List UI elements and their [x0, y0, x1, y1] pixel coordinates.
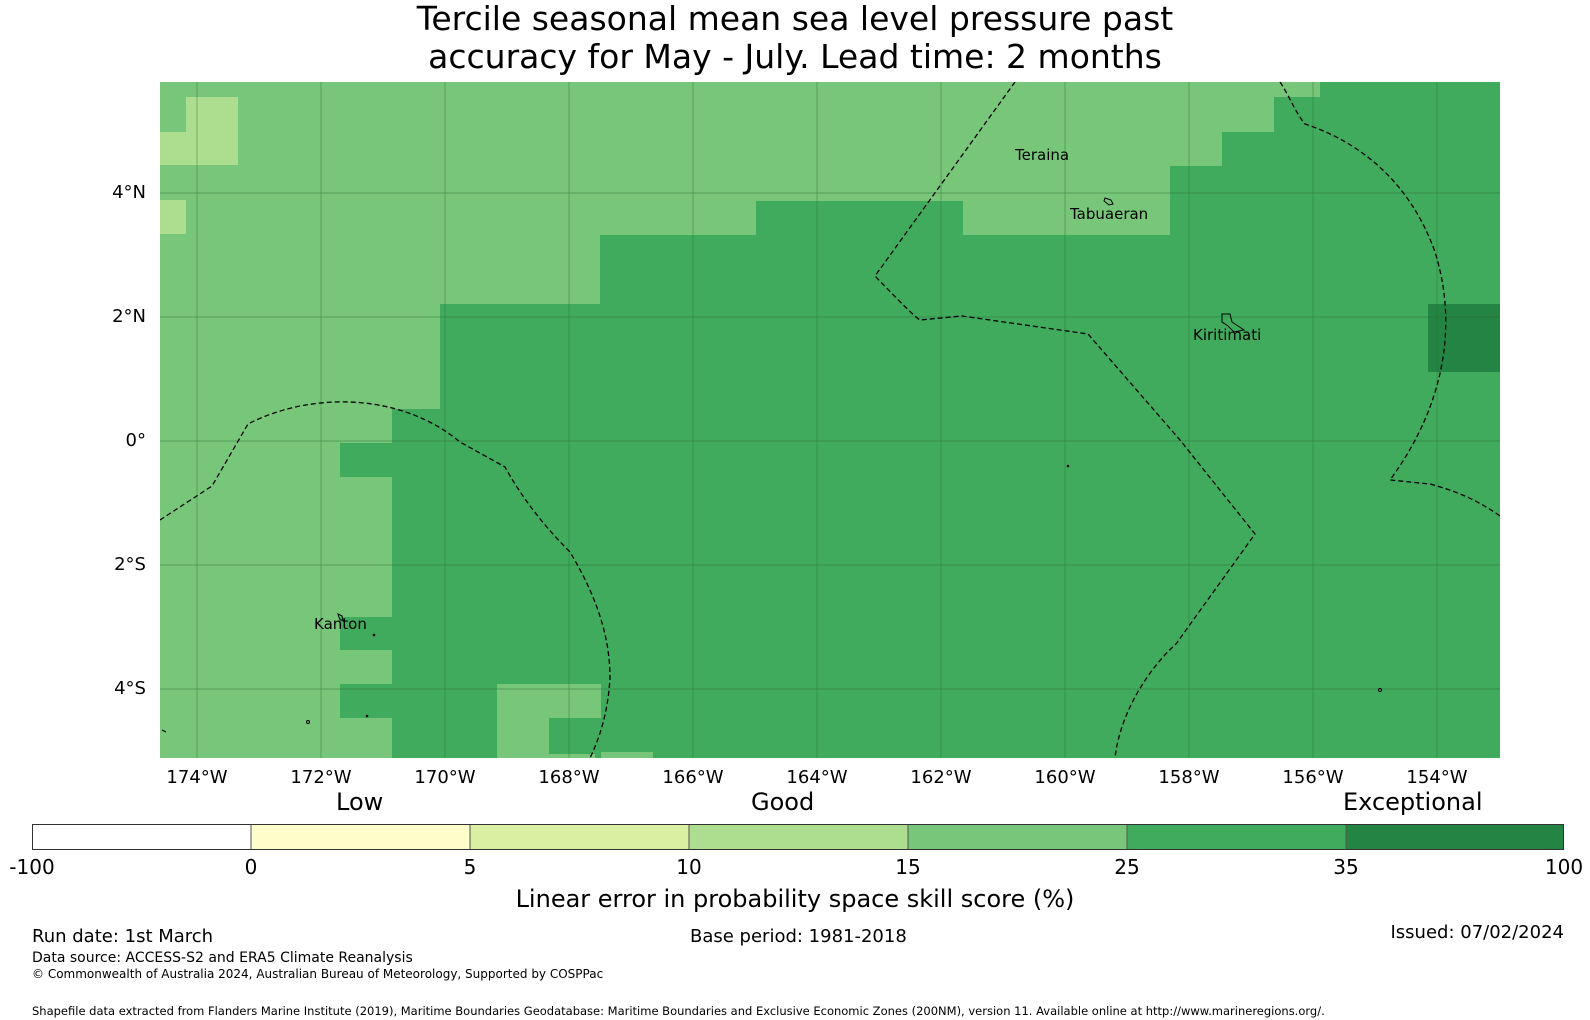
lat-label-0: 0°: [125, 430, 146, 451]
island-speck-4: [306, 720, 310, 724]
lon-label-154w: 154°W: [1406, 767, 1468, 788]
label-teraina: Teraina: [1014, 146, 1069, 164]
legend-level-good: Good: [751, 788, 815, 816]
lat-label-4n: 4°N: [112, 182, 146, 203]
lon-label-170w: 170°W: [414, 767, 476, 788]
colorbar-tick-35: 35: [1333, 855, 1359, 879]
colorbar: [32, 824, 1564, 850]
eez-boundary-line-islands-west: [874, 82, 1256, 758]
colorbar-tick-5: 5: [463, 855, 477, 879]
lon-label-158w: 158°W: [1158, 767, 1220, 788]
island-speck-3: [372, 633, 376, 637]
colorbar-seg-25-35: [1127, 824, 1346, 850]
colorbar-seg-5-10: [470, 824, 689, 850]
lon-label-156w: 156°W: [1282, 767, 1344, 788]
issued-date: Issued: 07/02/2024: [1390, 922, 1564, 943]
title-line-2: accuracy for May - July. Lead time: 2 mo…: [428, 37, 1162, 76]
island-speck-1: [1066, 464, 1070, 468]
island-speck-5: [365, 714, 369, 718]
map-title: Tercile seasonal mean sea level pressure…: [0, 0, 1590, 76]
colorbar-seg-neg100-0: [32, 824, 251, 850]
lat-label-4s: 4°S: [114, 678, 146, 699]
base-period: Base period: 1981-2018: [690, 926, 907, 947]
island-tabuaeran: [1103, 197, 1114, 206]
colorbar-seg-35-100: [1346, 824, 1564, 850]
lon-label-160w: 160°W: [1034, 767, 1096, 788]
shapefile-credit: Shapefile data extracted from Flanders M…: [32, 1004, 1325, 1018]
lon-label-172w: 172°W: [290, 767, 352, 788]
colorbar-tick-100: 100: [1544, 855, 1584, 879]
colorbar-seg-10-15: [689, 824, 908, 850]
lon-label-164w: 164°W: [786, 767, 848, 788]
label-tabuaeran: Tabuaeran: [1069, 205, 1148, 223]
cell-region-main: [340, 82, 1500, 758]
cell-patch-s2: [497, 718, 549, 758]
colorbar-tick-0: 0: [244, 855, 258, 879]
legend-level-exceptional: Exceptional: [1343, 788, 1483, 816]
lat-label-2s: 2°S: [114, 554, 146, 575]
colorbar-seg-0-5: [251, 824, 470, 850]
cell-light-nw: [186, 97, 238, 165]
colorbar-tick-10: 10: [676, 855, 702, 879]
colorbar-tick-15: 15: [895, 855, 921, 879]
cell-patch-s3: [601, 752, 653, 758]
island-kanton: [337, 613, 344, 621]
data-source: Data source: ACCESS-S2 and ERA5 Climate …: [32, 950, 413, 966]
skill-map: Teraina Tabuaeran Kiritimati Kanton: [160, 82, 1500, 758]
lon-label-174w: 174°W: [166, 767, 228, 788]
colorbar-tick-neg100: -100: [9, 855, 55, 879]
island-speck-6: [161, 729, 167, 733]
eez-boundary-line-islands-east: [1279, 82, 1500, 517]
colorbar-tick-25: 25: [1114, 855, 1140, 879]
legend-level-low: Low: [336, 788, 384, 816]
label-kanton: Kanton: [314, 615, 367, 633]
lon-label-166w: 166°W: [662, 767, 724, 788]
title-line-1: Tercile seasonal mean sea level pressure…: [416, 0, 1174, 38]
cell-light-w: [160, 200, 186, 234]
colorbar-seg-15-25: [908, 824, 1127, 850]
lon-label-162w: 162°W: [910, 767, 972, 788]
label-kiritimati: Kiritimati: [1193, 326, 1261, 344]
cell-patch-s: [497, 684, 601, 718]
island-kiritimati: [1221, 313, 1246, 333]
eez-boundary-kanton: [160, 401, 611, 758]
run-date: Run date: 1st March: [32, 926, 214, 947]
cell-dark-e: [1428, 304, 1500, 372]
colorbar-label: Linear error in probability space skill …: [515, 885, 1075, 913]
copyright: © Commonwealth of Australia 2024, Austra…: [32, 967, 604, 981]
cell-light-nw2: [160, 132, 186, 165]
island-speck-2: [1378, 688, 1382, 692]
lon-label-168w: 168°W: [538, 767, 600, 788]
lat-label-2n: 2°N: [112, 306, 146, 327]
